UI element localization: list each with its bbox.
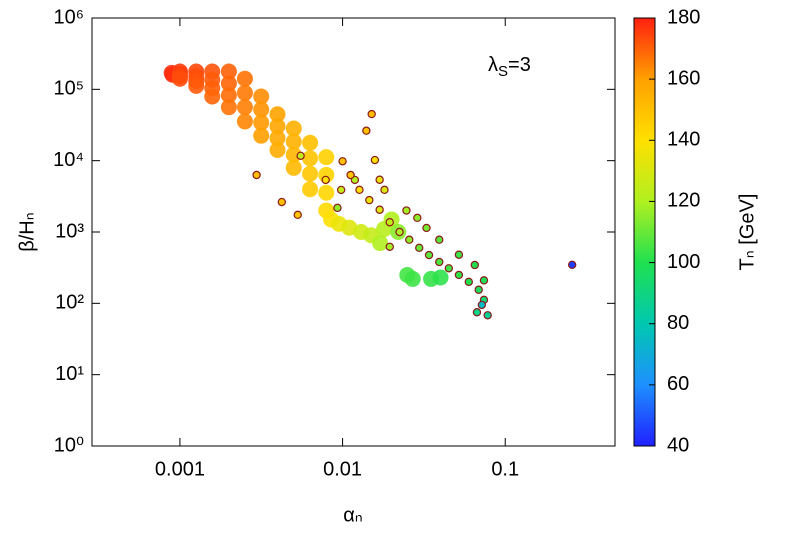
x-tick-label: 0.1 [491,458,519,480]
annotation: λS=3 [488,54,531,80]
y-tick-label: 10⁵ [53,78,84,100]
data-point [321,175,330,185]
data-point [253,88,270,105]
data-point [269,106,286,123]
data-point [375,205,384,214]
data-point [405,235,414,244]
data-point [415,243,424,253]
data-point [362,126,371,135]
data-point [444,264,454,273]
data-point [470,260,480,270]
data-point [171,70,188,87]
colorbar-tick-label: 160 [667,67,700,89]
data-point [220,99,237,116]
annotation-symbol: λ [488,54,498,76]
data-point [380,185,389,195]
data-point [402,206,411,215]
colorbar-label: Tₙ [GeV] [736,194,758,271]
y-axis-label: β/Hₙ [16,212,38,251]
annotation-value: =3 [508,54,531,76]
data-point [302,181,319,198]
data-point [220,87,237,104]
data-point [269,118,286,135]
data-point [293,210,302,220]
data-point [385,218,394,227]
data-point [479,276,489,285]
data-point [236,113,253,130]
data-point [253,127,270,144]
plot-area [163,63,577,320]
data-point [454,270,464,280]
data-point [285,159,302,176]
colorbar-tick-label: 60 [667,373,689,395]
colorbar-tick-label: 180 [667,6,700,28]
data-point [567,260,577,269]
x-axis-label: αₙ [343,504,363,526]
data-point [318,149,335,166]
data-point [269,130,286,147]
data-point [302,134,319,151]
colorbar-tick-label: 80 [667,312,689,334]
data-point [285,133,302,150]
data-point [269,142,286,159]
x-tick-label: 0.001 [155,458,205,480]
data-point [474,285,483,294]
data-point [336,185,346,195]
colorbar-tick-label: 100 [667,251,700,273]
data-point [435,257,444,267]
data-point [477,300,487,310]
data-point [346,170,355,180]
data-point [252,170,261,180]
data-point [464,277,473,287]
colorbar-tick-label: 120 [667,190,700,212]
data-point [372,235,389,252]
data-point [253,114,270,131]
data-point [432,269,449,286]
y-tick-label: 10² [55,292,84,314]
data-point [435,235,444,244]
data-point [204,88,221,105]
colorbar-tick-label: 140 [667,129,700,151]
data-point [285,120,302,137]
y-tick-label: 10³ [55,220,84,242]
y-tick-label: 10¹ [55,363,84,385]
data-point [333,203,342,213]
data-point [375,175,384,184]
data-point [422,223,431,233]
y-tick-label: 10⁴ [53,149,84,171]
data-point [302,165,319,182]
data-point [253,101,270,118]
x-tick-label: 0.01 [323,458,362,480]
data-point [236,70,253,87]
data-point [454,250,464,259]
data-point [367,109,376,119]
data-point [483,311,492,320]
data-point [413,213,422,223]
data-point [338,157,347,166]
data-point [318,184,335,201]
data-point [236,99,253,116]
data-point [220,75,237,92]
data-point [236,84,253,101]
data-point [365,195,374,205]
data-point [188,77,205,94]
data-point [385,242,394,252]
data-point [220,63,237,80]
data-point [370,155,380,165]
colorbar [633,17,656,447]
data-point [277,197,287,207]
colorbar-tick-label: 40 [667,434,689,456]
data-point [472,308,482,317]
data-point [404,270,421,287]
data-point [302,150,319,167]
data-point [355,185,364,195]
annotation-subscript: S [498,63,508,80]
y-tick-label: 10⁰ [54,434,84,456]
y-tick-label: 10⁶ [54,6,84,28]
data-point [395,227,404,237]
data-point [424,250,434,260]
data-point [296,151,305,161]
